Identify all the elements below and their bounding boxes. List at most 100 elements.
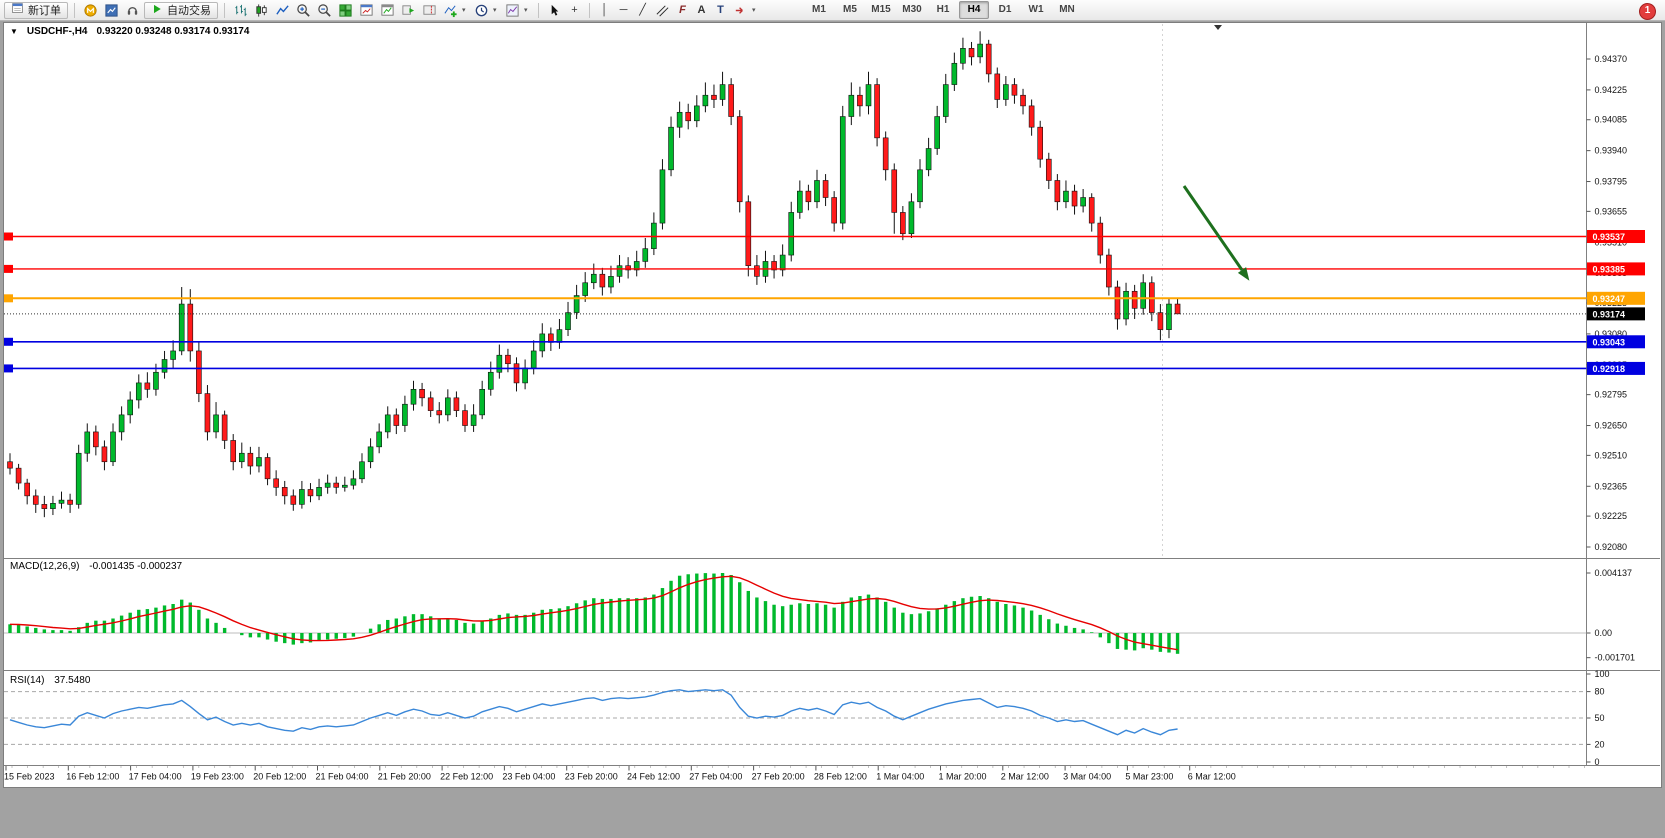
rsi-line bbox=[9, 689, 1178, 736]
svg-text:80: 80 bbox=[1595, 687, 1605, 697]
new-chart-icon[interactable] bbox=[357, 2, 376, 19]
candles-layer bbox=[7, 31, 1181, 518]
new-order-label: 新订单 bbox=[28, 5, 61, 17]
periods-clock-icon[interactable] bbox=[472, 2, 491, 19]
toolbar: 新订单 自动交易 ▾ ▾ ▾ + │ ─ ╱ F A T ▾ M1 M5 M15 M3… bbox=[0, 0, 1665, 21]
chart-shift-marker-icon[interactable] bbox=[1214, 25, 1222, 30]
rsi-indicator-value: 37.5480 bbox=[54, 675, 91, 686]
templates-dropdown-icon[interactable]: ▾ bbox=[524, 7, 528, 14]
text-label-tool-icon[interactable]: T bbox=[717, 3, 724, 16]
price-tag: 0.93247 bbox=[1587, 291, 1645, 305]
svg-text:0.93795: 0.93795 bbox=[1595, 177, 1628, 187]
svg-text:1 Mar 04:00: 1 Mar 04:00 bbox=[876, 772, 924, 782]
new-order-icon bbox=[11, 2, 24, 18]
arrows-tool-icon[interactable] bbox=[731, 2, 750, 19]
svg-text:20: 20 bbox=[1595, 739, 1605, 749]
timeframe-toolbar: M1 M5 M15 M30 H1 H4 D1 W1 MN bbox=[804, 1, 1082, 19]
svg-text:0.92225: 0.92225 bbox=[1595, 511, 1628, 521]
chart-ohlc-values: 0.93220 0.93248 0.93174 0.93174 bbox=[96, 26, 250, 37]
timeframe-button-H1[interactable]: H1 bbox=[936, 4, 950, 15]
channel-tool-icon[interactable] bbox=[653, 2, 672, 19]
indicators-dropdown-icon[interactable]: ▾ bbox=[462, 7, 466, 14]
auto-scroll-icon[interactable] bbox=[399, 2, 418, 19]
zoom-in-icon[interactable] bbox=[294, 2, 313, 19]
price-tag: 0.93043 bbox=[1587, 335, 1645, 349]
timeframe-button-M5[interactable]: M5 bbox=[843, 4, 857, 15]
svg-text:23 Feb 04:00: 23 Feb 04:00 bbox=[502, 772, 555, 782]
svg-text:0.93247: 0.93247 bbox=[1593, 294, 1626, 304]
svg-text:0.92650: 0.92650 bbox=[1595, 421, 1628, 431]
timeframe-button-M15[interactable]: M15 bbox=[871, 4, 891, 15]
arrow-annotation[interactable] bbox=[1182, 185, 1250, 281]
svg-text:50: 50 bbox=[1595, 713, 1605, 723]
line-left-tag bbox=[4, 294, 13, 303]
timeframe-button-D1[interactable]: D1 bbox=[998, 4, 1012, 15]
periods-dropdown-icon[interactable]: ▾ bbox=[493, 7, 497, 14]
time-axis[interactable]: 15 Feb 2023 16 Feb 12:00 17 Feb 04:00 19 Fe… bbox=[4, 766, 1585, 782]
timeframe-button-H4[interactable]: H4 bbox=[959, 1, 989, 19]
bar-chart-icon[interactable] bbox=[231, 2, 250, 19]
chart-symbol-period: USDCHF-,H4 bbox=[26, 26, 88, 37]
timeframe-button-W1[interactable]: W1 bbox=[1028, 4, 1044, 15]
svg-text:22 Feb 12:00: 22 Feb 12:00 bbox=[440, 772, 493, 782]
svg-text:2 Mar 12:00: 2 Mar 12:00 bbox=[1001, 772, 1049, 782]
zoom-out-icon[interactable] bbox=[315, 2, 334, 19]
price-tag: 0.93174 bbox=[1587, 307, 1645, 321]
svg-text:20 Feb 12:00: 20 Feb 12:00 bbox=[253, 772, 306, 782]
line-chart-icon[interactable] bbox=[273, 2, 292, 19]
arrows-dropdown-icon[interactable]: ▾ bbox=[752, 7, 756, 14]
macd-signal-line bbox=[9, 575, 1178, 651]
support-headset-icon[interactable] bbox=[123, 2, 142, 19]
tile-windows-icon[interactable] bbox=[336, 2, 355, 19]
rsi-indicator-name: RSI(14) bbox=[10, 675, 45, 686]
templates-icon[interactable] bbox=[503, 2, 522, 19]
svg-text:0.94085: 0.94085 bbox=[1595, 115, 1628, 125]
svg-text:0.92795: 0.92795 bbox=[1595, 390, 1628, 400]
chart-profile-icon[interactable] bbox=[378, 2, 397, 19]
cursor-icon[interactable] bbox=[545, 2, 564, 19]
svg-text:0.93940: 0.93940 bbox=[1595, 146, 1628, 156]
toolbar-separator bbox=[224, 2, 225, 18]
svg-text:19 Feb 23:00: 19 Feb 23:00 bbox=[191, 772, 244, 782]
svg-text:5 Mar 23:00: 5 Mar 23:00 bbox=[1125, 772, 1173, 782]
collapse-arrow-icon[interactable]: ▼ bbox=[10, 27, 18, 36]
text-tool-icon[interactable]: A bbox=[697, 3, 706, 16]
autotrading-button[interactable]: 自动交易 bbox=[144, 1, 218, 19]
svg-text:0.93537: 0.93537 bbox=[1593, 232, 1626, 242]
svg-text:16 Feb 12:00: 16 Feb 12:00 bbox=[66, 772, 119, 782]
fibonacci-tool-icon[interactable]: F bbox=[679, 3, 686, 16]
vertical-line-tool-icon[interactable]: │ bbox=[601, 3, 608, 16]
notification-badge[interactable]: 1 bbox=[1639, 3, 1656, 20]
market-watch-icon[interactable] bbox=[102, 2, 121, 19]
new-order-button[interactable]: 新订单 bbox=[4, 1, 68, 19]
svg-text:15 Feb 2023: 15 Feb 2023 bbox=[4, 772, 55, 782]
crosshair-icon[interactable]: + bbox=[571, 3, 578, 16]
svg-text:0.00: 0.00 bbox=[1595, 628, 1613, 638]
trendline-tool-icon[interactable]: ╱ bbox=[639, 3, 646, 16]
line-left-tag bbox=[4, 264, 13, 273]
timeframe-button-M1[interactable]: M1 bbox=[812, 4, 826, 15]
svg-text:0.92080: 0.92080 bbox=[1595, 542, 1628, 552]
timeframe-button-M30[interactable]: M30 bbox=[902, 4, 922, 15]
svg-text:0.93655: 0.93655 bbox=[1595, 206, 1628, 216]
toolbar-separator bbox=[589, 2, 590, 18]
svg-text:0.92918: 0.92918 bbox=[1593, 364, 1626, 374]
panel-separators bbox=[4, 23, 1660, 766]
candlestick-chart-icon[interactable] bbox=[252, 2, 271, 19]
mql5-community-icon[interactable] bbox=[81, 2, 100, 19]
svg-text:1 Mar 20:00: 1 Mar 20:00 bbox=[939, 772, 987, 782]
chart-window[interactable] bbox=[3, 22, 1662, 788]
horizontal-lines[interactable] bbox=[4, 232, 1587, 373]
chart-shift-icon[interactable] bbox=[420, 2, 439, 19]
horizontal-line-tool-icon[interactable]: ─ bbox=[619, 3, 628, 16]
price-tag: 0.93537 bbox=[1587, 230, 1645, 244]
price-tag: 0.93385 bbox=[1587, 262, 1645, 276]
autotrading-label: 自动交易 bbox=[167, 5, 211, 17]
svg-text:100: 100 bbox=[1595, 669, 1610, 679]
indicators-icon[interactable] bbox=[441, 2, 460, 19]
macd-panel: 0.004137 0.00 -0.001701 bbox=[4, 568, 1635, 663]
timeframe-button-MN[interactable]: MN bbox=[1059, 4, 1075, 15]
line-left-tag bbox=[4, 337, 13, 346]
svg-text:17 Feb 04:00: 17 Feb 04:00 bbox=[129, 772, 182, 782]
